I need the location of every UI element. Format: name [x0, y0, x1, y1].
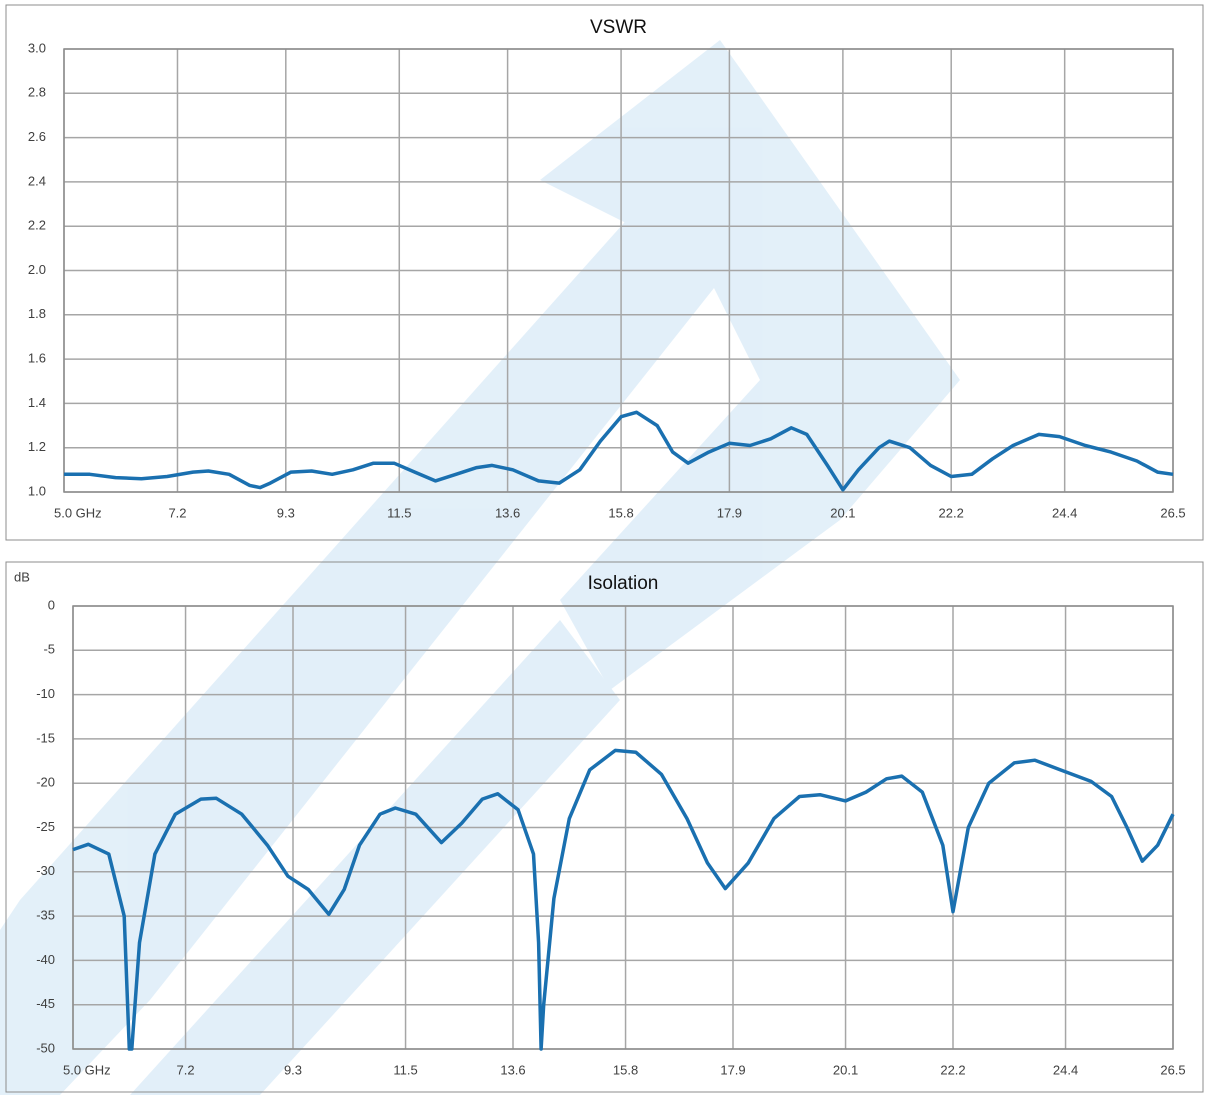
y-tick-label: -45	[36, 996, 55, 1011]
x-tick-label: 7.2	[168, 505, 186, 520]
plot-area	[63, 48, 1174, 493]
y-tick-label: 1.4	[28, 395, 46, 410]
y-tick-label: -50	[36, 1040, 55, 1055]
watermark-shape	[0, 160, 760, 1095]
plot-area	[72, 605, 1174, 1050]
y-tick-label: 2.8	[28, 85, 46, 100]
y-tick-label: -35	[36, 908, 55, 923]
x-tick-label: 13.6	[500, 1062, 525, 1077]
y-tick-label: 2.0	[28, 262, 46, 277]
watermark-shape	[540, 40, 960, 690]
y-tick-label: -10	[36, 686, 55, 701]
x-tick-label: 22.2	[939, 505, 964, 520]
watermark	[0, 40, 960, 1095]
x-tick-label: 20.1	[833, 1062, 858, 1077]
x-tick-label: 26.5	[1160, 1062, 1185, 1077]
x-tick-label: 13.6	[495, 505, 520, 520]
data-line	[72, 748, 1175, 1051]
x-tick-label: 5.0 GHz	[63, 1062, 111, 1077]
y-tick-label: 1.8	[28, 306, 46, 321]
x-tick-label: 24.4	[1052, 505, 1077, 520]
chart-title: VSWR	[590, 17, 647, 38]
x-tick-label: 11.5	[393, 1062, 417, 1077]
y-tick-label: 2.6	[28, 129, 46, 144]
x-tick-label: 26.5	[1160, 505, 1185, 520]
y-tick-label: -25	[36, 819, 55, 834]
y-tick-label: -40	[36, 952, 55, 967]
x-tick-label: 5.0 GHz	[54, 505, 102, 520]
y-tick-label: -20	[36, 775, 55, 790]
x-tick-label: 11.5	[387, 505, 411, 520]
x-tick-label: 22.2	[940, 1062, 965, 1077]
y-tick-label: -15	[36, 730, 55, 745]
x-tick-label: 15.8	[613, 1062, 638, 1077]
y-tick-label: 1.2	[28, 439, 46, 454]
x-tick-label: 17.9	[717, 505, 742, 520]
x-tick-label: 9.3	[277, 505, 295, 520]
x-tick-label: 17.9	[720, 1062, 745, 1077]
x-tick-label: 9.3	[284, 1062, 302, 1077]
y-tick-label: 2.2	[28, 218, 46, 233]
chart-title: Isolation	[588, 573, 659, 594]
data-line	[64, 410, 1174, 492]
y-tick-label: 0	[48, 597, 55, 612]
x-tick-label: 7.2	[177, 1062, 195, 1077]
y-tick-label: -30	[36, 863, 55, 878]
y-tick-label: 3.0	[28, 40, 46, 55]
chart-frame	[5, 4, 1204, 541]
x-tick-label: 15.8	[608, 505, 633, 520]
y-axis-label: dB	[14, 569, 30, 584]
y-tick-label: 2.4	[28, 173, 46, 188]
x-tick-label: 20.1	[830, 505, 855, 520]
y-tick-label: 1.0	[28, 483, 46, 498]
x-tick-label: 24.4	[1053, 1062, 1078, 1077]
chart-frame	[5, 561, 1204, 1093]
y-tick-label: 1.6	[28, 351, 46, 366]
y-tick-label: -5	[43, 642, 55, 657]
